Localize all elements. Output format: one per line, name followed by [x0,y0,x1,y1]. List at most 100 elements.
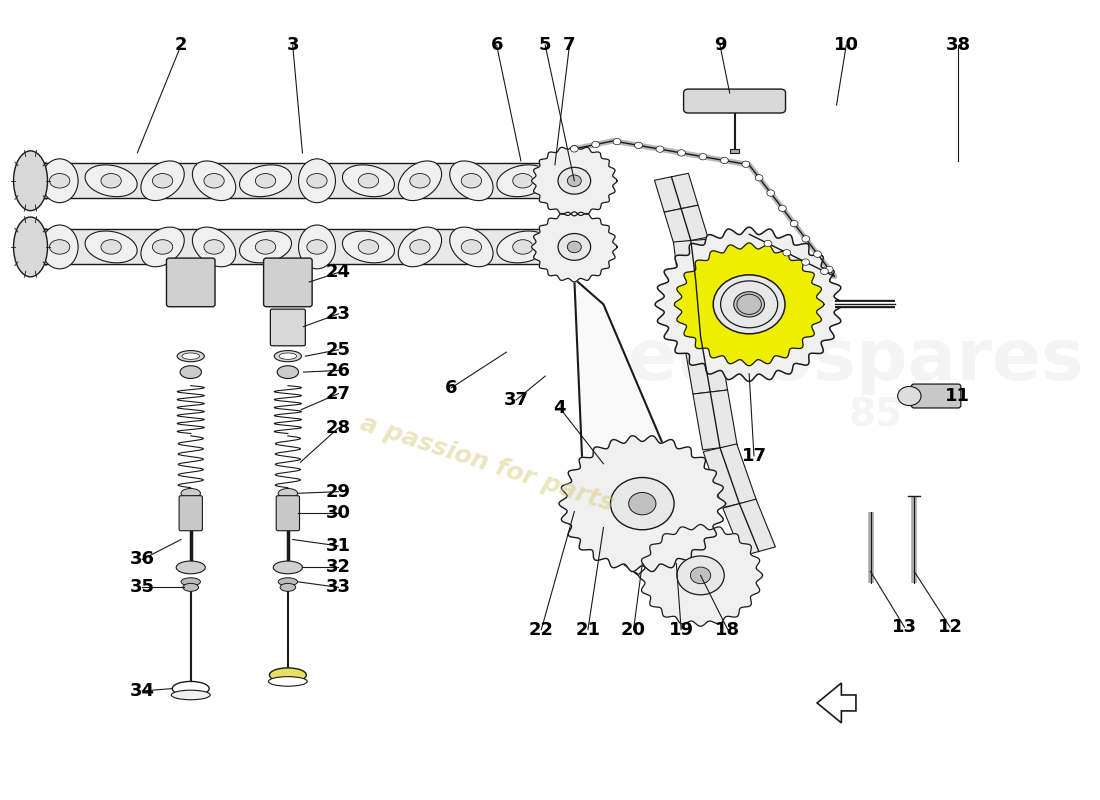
Polygon shape [673,239,713,282]
Ellipse shape [280,583,296,591]
Circle shape [783,250,791,256]
Ellipse shape [273,561,303,574]
Ellipse shape [204,174,224,188]
Text: 20: 20 [621,621,646,638]
Ellipse shape [410,174,430,188]
Circle shape [610,478,674,530]
Circle shape [898,386,921,406]
Ellipse shape [22,163,40,198]
Ellipse shape [41,159,78,202]
Polygon shape [729,149,739,153]
Circle shape [713,275,785,334]
Ellipse shape [183,583,198,591]
Text: 28: 28 [326,419,351,437]
Ellipse shape [268,677,307,686]
Ellipse shape [173,682,209,696]
Ellipse shape [450,161,493,201]
Ellipse shape [22,230,40,265]
Polygon shape [531,146,617,216]
Ellipse shape [497,231,549,263]
Ellipse shape [141,227,184,266]
Ellipse shape [101,240,121,254]
Text: 19: 19 [669,621,694,638]
Polygon shape [693,390,737,450]
Polygon shape [654,174,698,212]
Ellipse shape [85,165,138,197]
Ellipse shape [497,165,549,197]
Ellipse shape [410,240,430,254]
FancyBboxPatch shape [683,89,785,113]
Text: 38: 38 [945,36,970,54]
Text: 17: 17 [741,447,767,465]
Text: 85: 85 [848,397,902,435]
Ellipse shape [13,217,47,277]
Polygon shape [531,212,617,282]
Ellipse shape [274,350,301,362]
Text: 31: 31 [326,537,351,555]
Ellipse shape [240,231,292,263]
Circle shape [756,174,763,181]
Ellipse shape [192,161,235,201]
Ellipse shape [278,578,298,586]
Ellipse shape [141,161,184,201]
Text: 9: 9 [714,36,726,54]
Circle shape [779,205,786,211]
Circle shape [737,294,761,314]
Ellipse shape [556,225,593,269]
Ellipse shape [513,240,534,254]
Circle shape [592,142,600,148]
Text: 4: 4 [553,399,566,417]
Text: 36: 36 [130,550,155,569]
Text: 37: 37 [504,391,529,409]
FancyBboxPatch shape [276,496,299,530]
Ellipse shape [85,231,138,263]
Ellipse shape [172,690,210,700]
Text: 22: 22 [529,621,553,638]
Circle shape [742,161,750,167]
Ellipse shape [513,174,534,188]
Ellipse shape [204,240,224,254]
Ellipse shape [450,227,493,266]
Ellipse shape [359,240,378,254]
Text: 27: 27 [326,385,351,402]
Text: 6: 6 [444,379,458,397]
Text: 35: 35 [130,578,155,596]
Circle shape [676,556,724,595]
Ellipse shape [50,240,69,254]
Ellipse shape [359,174,378,188]
Polygon shape [683,334,727,394]
FancyBboxPatch shape [179,496,202,530]
Circle shape [802,259,810,266]
Ellipse shape [182,489,200,498]
Text: 7: 7 [563,36,575,54]
Circle shape [635,142,642,149]
Circle shape [767,190,774,196]
Ellipse shape [50,174,69,188]
Circle shape [656,146,663,152]
Ellipse shape [101,174,121,188]
Text: 2: 2 [175,36,187,54]
Circle shape [568,241,581,253]
Circle shape [629,493,656,515]
Ellipse shape [556,159,593,202]
FancyBboxPatch shape [271,309,306,346]
Circle shape [691,567,711,584]
Circle shape [678,150,685,156]
Text: 12: 12 [937,618,962,636]
Text: 24: 24 [326,263,351,282]
Ellipse shape [461,174,482,188]
Ellipse shape [182,578,200,586]
Polygon shape [679,279,718,338]
Text: 21: 21 [575,621,601,638]
Text: 13: 13 [892,618,917,636]
Ellipse shape [240,165,292,197]
Text: 3: 3 [286,36,299,54]
Text: 32: 32 [326,558,351,577]
Circle shape [764,240,772,246]
Ellipse shape [307,240,327,254]
Ellipse shape [255,240,276,254]
Circle shape [558,167,591,194]
Ellipse shape [277,366,298,378]
Circle shape [825,266,833,273]
Polygon shape [703,444,756,507]
